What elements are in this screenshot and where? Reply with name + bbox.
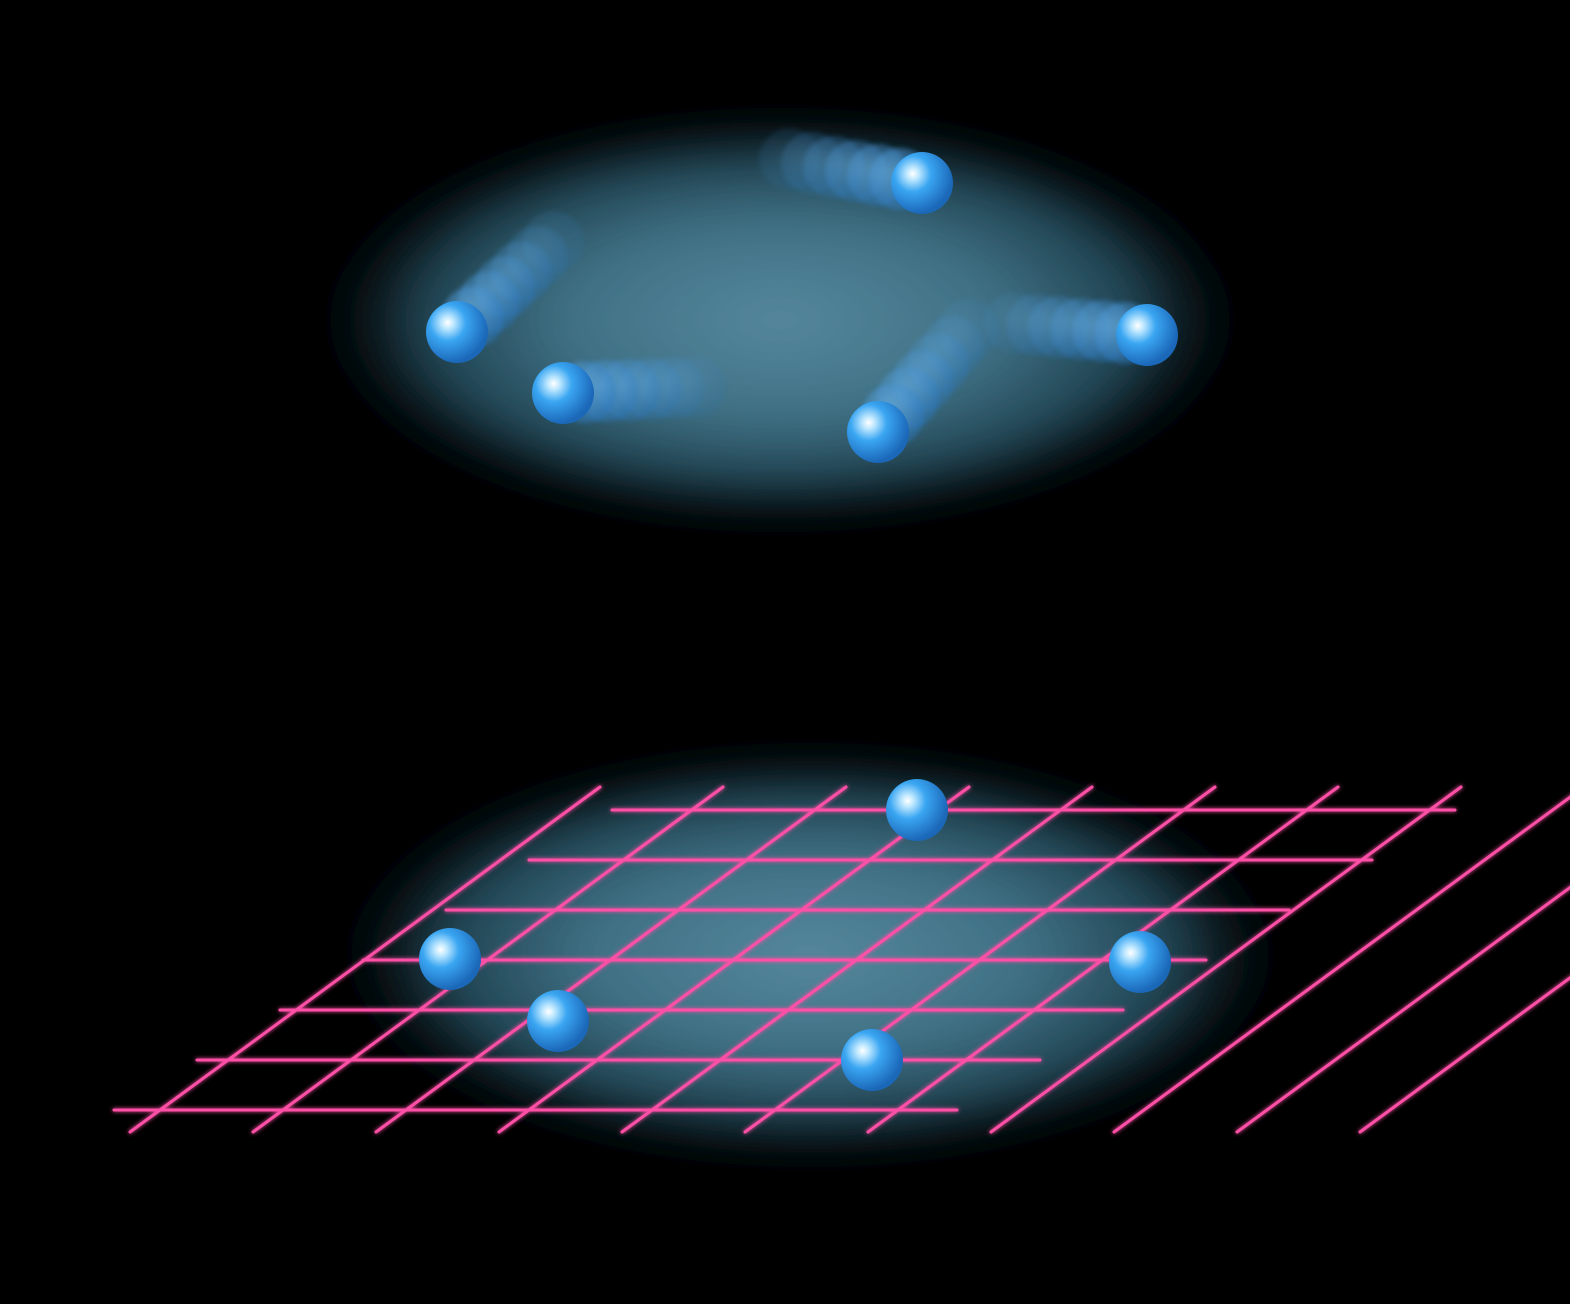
optical-lattice-panel xyxy=(112,740,1570,1170)
trapped-atom-2 xyxy=(419,928,481,990)
trapped-atom-5 xyxy=(841,1029,903,1091)
atom xyxy=(847,401,909,463)
moving-atom-2 xyxy=(426,211,584,363)
lattice-line-diagonal xyxy=(1358,975,1570,1134)
trapped-atom-3 xyxy=(1109,931,1171,993)
lattice-line-diagonal xyxy=(374,785,848,1134)
moving-atom-1 xyxy=(759,128,953,214)
lattice-line-diagonal xyxy=(989,785,1463,1134)
atom xyxy=(891,152,953,214)
atom-cloud-bottom xyxy=(320,740,1300,1170)
lattice-grid xyxy=(112,785,1570,1134)
moving-atoms-group xyxy=(426,128,1178,463)
trapped-atom-4 xyxy=(527,990,589,1052)
lattice-line-diagonal xyxy=(866,785,1340,1134)
lattice-line-diagonal xyxy=(251,785,725,1134)
atom xyxy=(426,301,488,363)
trapped-atom-1 xyxy=(886,779,948,841)
lattice-line-diagonal xyxy=(497,785,971,1134)
atom-cloud-top xyxy=(300,105,1260,535)
moving-atom-5 xyxy=(847,299,999,463)
moving-atom-3 xyxy=(532,356,726,424)
lattice-line-diagonal xyxy=(1235,885,1570,1134)
trapped-atoms-group xyxy=(419,779,1171,1091)
lattice-line-diagonal xyxy=(620,785,1094,1134)
atom xyxy=(1116,304,1178,366)
lattice-line-diagonal xyxy=(128,785,602,1134)
atom xyxy=(532,362,594,424)
lattice-line-diagonal xyxy=(743,785,1217,1134)
free-atom-cloud-panel xyxy=(300,105,1260,535)
moving-atom-4 xyxy=(984,292,1178,366)
lattice-line-diagonal xyxy=(1112,795,1570,1134)
